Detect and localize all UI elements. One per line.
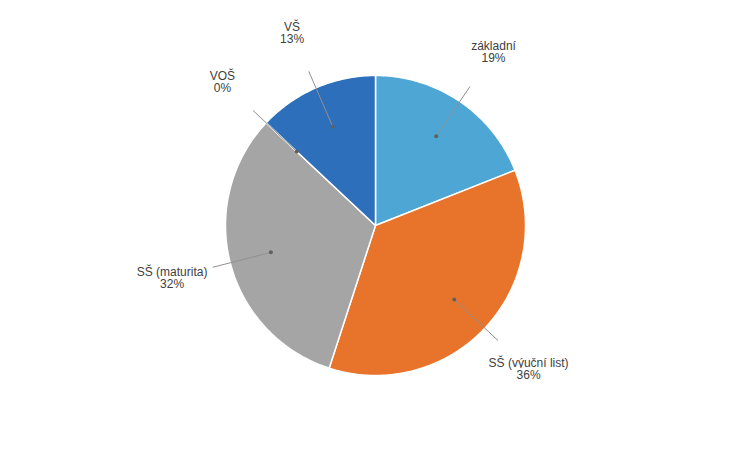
svg-text:VOŠ0%: VOŠ0% <box>210 68 235 95</box>
svg-text:VŠ13%: VŠ13% <box>280 19 304 46</box>
svg-text:SŠ (výuční list)36%: SŠ (výuční list)36% <box>489 355 569 382</box>
svg-text:SŠ (maturita)32%: SŠ (maturita)32% <box>137 264 208 291</box>
svg-text:základní19%: základní19% <box>471 39 516 65</box>
